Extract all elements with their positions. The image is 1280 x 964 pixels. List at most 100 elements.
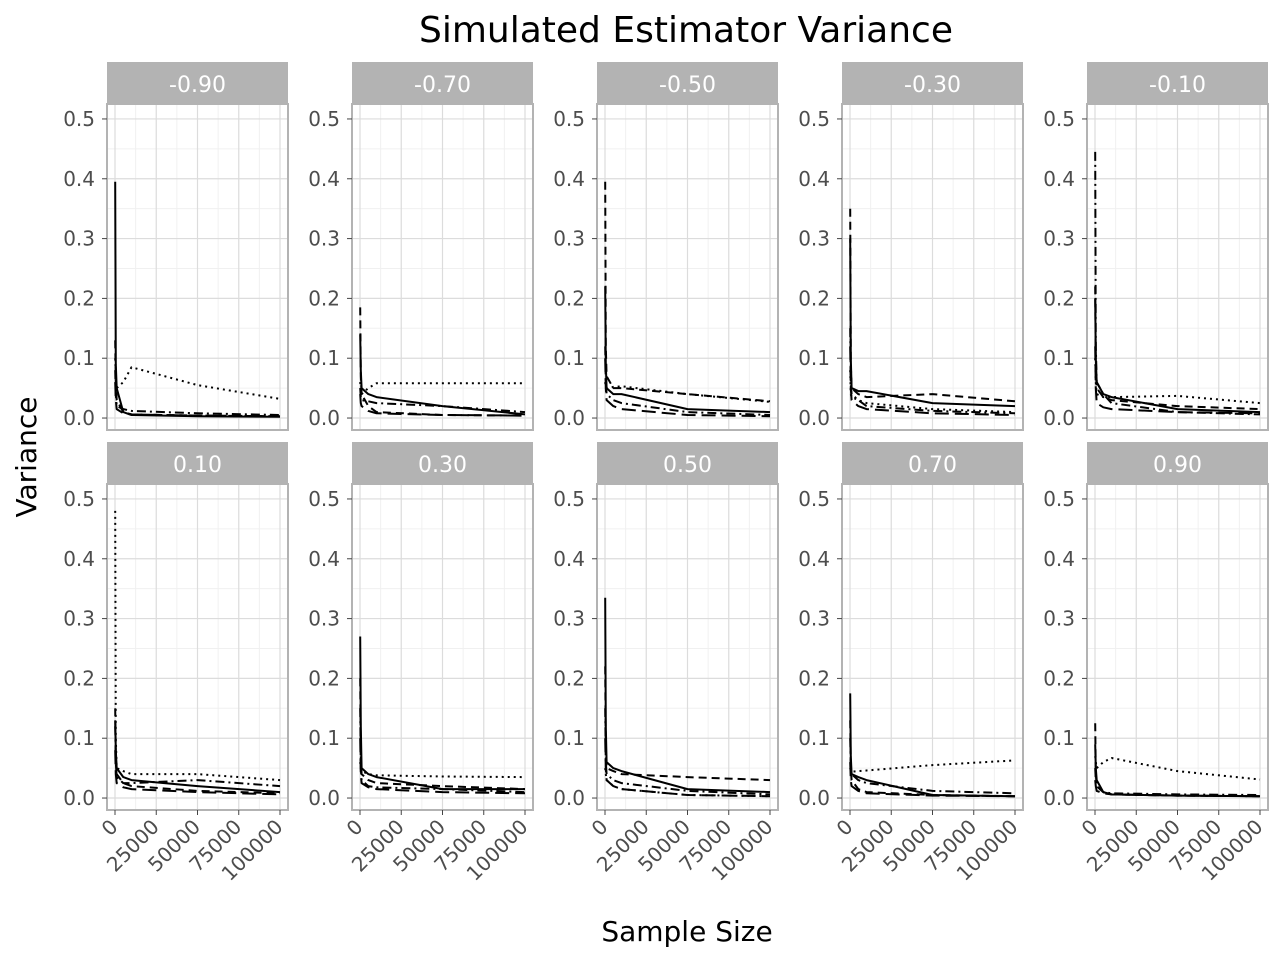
y-tick-label: 0.4 [553,547,585,571]
facet-panel: -0.30 0.0 0.1 0.2 0.3 0.4 0.5 [798,62,1024,431]
facet-panel: 0.300.00.10.20.30.40.5025000500007500010… [308,442,534,886]
y-tick-label: 0.0 [1043,786,1075,810]
facet-strip-label: 0.10 [173,453,222,478]
series-line-dotted [359,382,525,396]
y-tick-label: 0.0 [798,786,830,810]
series-line-dashdot [849,738,1016,795]
y-tick-label: 0.4 [63,167,95,191]
y-tick-label: 0.5 [553,487,585,511]
y-tick-label: 0.2 [553,666,585,690]
y-tick-label: 0.1 [308,346,340,370]
y-tick-label: 0.3 [63,607,95,631]
y-tick-label: 0.0 [1043,406,1075,430]
facet-strip [352,442,533,484]
facet-panels: -0.90 0.0 0.1 0.2 0.3 0.4 0.5 -0.70 0.0 0.1 0.2 0.3… [63,62,1269,886]
y-axis-label: Variance [10,397,43,518]
x-tick-label: 0 [97,815,123,841]
facet-panel: -0.10 0.0 0.1 0.2 0.3 0.4 0.5 [1043,62,1269,431]
y-tick-label: 0.3 [798,607,830,631]
facet-panel: 0.500.00.10.20.30.40.5025000500007500010… [553,442,779,886]
series-line-dashed [604,181,771,403]
facet-panel: 0.100.00.10.20.30.40.5025000500007500010… [63,442,289,886]
y-tick-label: 0.5 [798,107,830,131]
series-line-dotted [114,510,281,782]
x-tick-label: 0 [1077,815,1103,841]
y-tick-label: 0.5 [308,487,340,511]
y-tick-label: 0.4 [1043,547,1075,571]
x-tick-label: 0 [342,815,368,841]
y-tick-label: 0.0 [308,406,340,430]
facet-strip [107,62,288,104]
facet-panel: -0.90 0.0 0.1 0.2 0.3 0.4 0.5 [63,62,289,431]
y-tick-label: 0.0 [798,406,830,430]
series-line-longdash [1094,346,1261,415]
facet-strip [1087,62,1268,104]
y-tick-label: 0.1 [553,726,585,750]
y-tick-label: 0.4 [1043,167,1075,191]
y-tick-label: 0.5 [63,487,95,511]
y-tick-label: 0.3 [308,607,340,631]
y-tick-label: 0.5 [798,487,830,511]
facet-panel: 0.700.00.10.20.30.40.5025000500007500010… [798,442,1024,886]
series-line-dotted [849,370,1016,414]
y-tick-label: 0.2 [1043,286,1075,310]
y-tick-label: 0.4 [308,167,340,191]
facet-strip [842,62,1023,104]
series-line-solid [359,334,526,416]
y-tick-label: 0.5 [553,107,585,131]
facet-strip-label: 0.70 [908,453,957,478]
y-tick-label: 0.3 [308,227,340,251]
y-tick-label: 0.0 [63,786,95,810]
y-tick-label: 0.3 [1043,227,1075,251]
series-line-dashed [359,678,526,791]
y-tick-label: 0.2 [63,286,95,310]
panel-border [1086,103,1269,431]
facet-strip-label: -0.90 [169,73,226,98]
y-tick-label: 0.4 [63,547,95,571]
y-tick-label: 0.1 [63,346,95,370]
y-tick-label: 0.4 [798,547,830,571]
facet-panel: -0.50 0.0 0.1 0.2 0.3 0.4 0.5 [553,62,779,431]
facet-strip [597,62,778,104]
x-tick-label: 0 [832,815,858,841]
y-tick-label: 0.3 [798,227,830,251]
series-line-dashdot [1094,768,1261,796]
facet-strip-label: 0.90 [1153,453,1202,478]
series-line-longdash [849,762,1016,798]
facet-strip-label: 0.30 [418,453,467,478]
series-line-dotted [1094,756,1261,781]
facet-strip [107,442,288,484]
series-line-dashed [359,307,526,417]
panel-border [841,103,1024,431]
y-tick-label: 0.1 [308,726,340,750]
facet-panel: -0.70 0.0 0.1 0.2 0.3 0.4 0.5 [308,62,534,431]
y-tick-label: 0.0 [553,786,585,810]
facet-strip-label: -0.70 [414,73,471,98]
y-tick-label: 0.5 [63,107,95,131]
y-tick-label: 0.1 [798,726,830,750]
facet-strip-label: -0.30 [904,73,961,98]
panel-border [106,103,289,431]
y-tick-label: 0.1 [1043,346,1075,370]
y-tick-label: 0.3 [553,227,585,251]
y-tick-label: 0.1 [1043,726,1075,750]
facet-panel: 0.900.00.10.20.30.40.5025000500007500010… [1043,442,1269,886]
y-tick-label: 0.4 [308,547,340,571]
y-tick-label: 0.2 [798,666,830,690]
y-tick-label: 0.5 [1043,107,1075,131]
facet-strip [597,442,778,484]
y-tick-label: 0.1 [798,346,830,370]
y-tick-label: 0.3 [1043,607,1075,631]
y-tick-label: 0.2 [553,286,585,310]
y-tick-label: 0.2 [1043,666,1075,690]
series-line-longdash [114,750,281,796]
y-tick-label: 0.2 [308,666,340,690]
y-tick-label: 0.0 [308,786,340,810]
series-line-longdash [849,346,1016,416]
facet-strip [352,62,533,104]
series-line-longdash [604,358,771,418]
facet-strip-label: 0.50 [663,453,712,478]
facet-strip-label: -0.50 [659,73,716,98]
facet-strip [842,442,1023,484]
